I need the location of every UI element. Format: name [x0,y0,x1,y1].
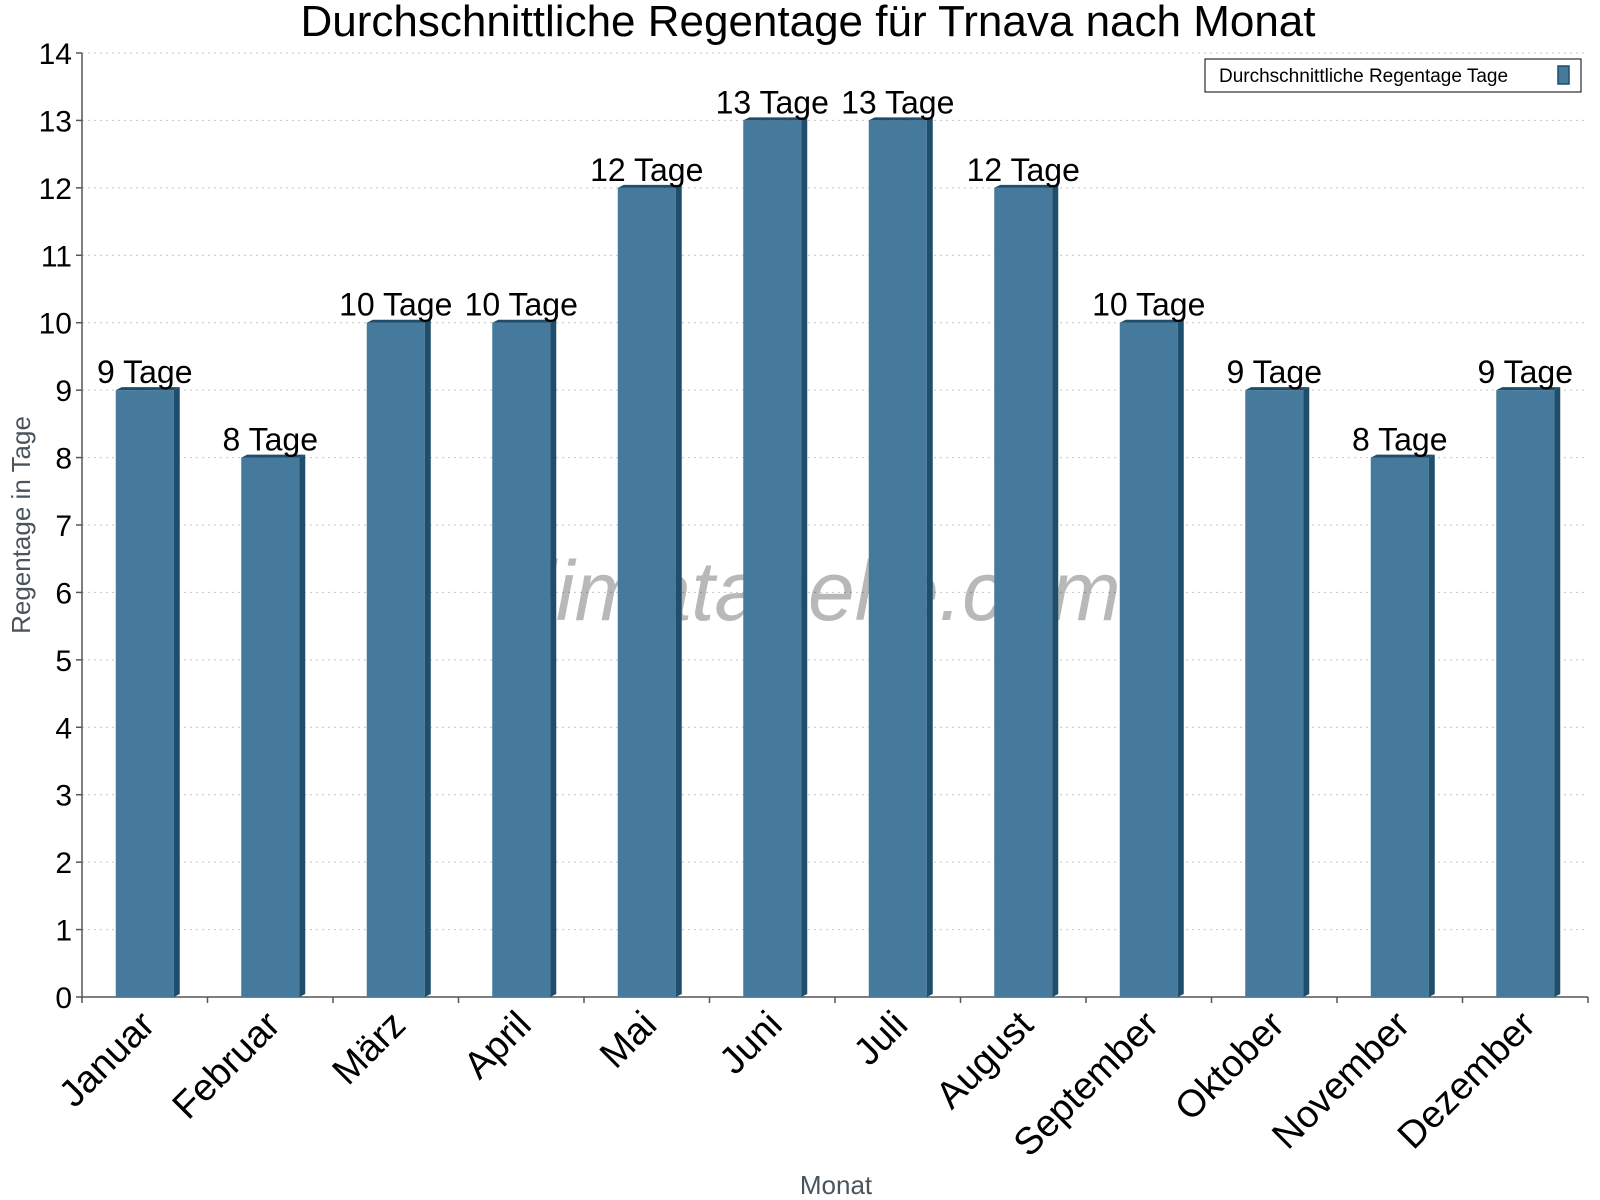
bar-top [994,184,1059,188]
bar-januar [115,387,180,998]
bar-september [1119,319,1184,997]
bar-front [366,322,425,997]
bar-märz [366,319,431,997]
bar-top [1370,454,1435,458]
legend: Durchschnittliche Regentage Tage [1204,58,1582,93]
bar-april [492,319,557,997]
bar-top [743,117,808,121]
bar-side [801,117,808,997]
x-tick-label: Januar [51,1003,163,1115]
x-tick-label: April [456,1004,539,1087]
axes [81,53,1588,998]
gridlines [82,52,1588,931]
y-tick-label: 3 [55,780,72,813]
x-tick-label: Dezember [1390,1003,1544,1157]
chart-title: Durchschnittliche Regentage für Trnava n… [300,0,1315,46]
y-axis-label: Regentage in Tage [6,416,36,634]
bar-top [492,319,557,323]
bar-top [1119,319,1184,323]
bar-oktober [1245,387,1310,998]
data-label: 8 Tage [1352,422,1448,458]
data-label: 10 Tage [1092,287,1205,323]
y-tick-label: 5 [55,645,72,678]
x-tick-label: Oktober [1167,1003,1293,1129]
y-tick-label: 2 [55,847,72,880]
y-tick-label: 7 [55,510,72,543]
data-label: 10 Tage [465,287,578,323]
legend-box [1204,58,1582,93]
data-labels: 9 Tage 8 Tage 10 Tage 10 Tage 12 Tage 13 Tage… [97,84,1573,457]
bar-top [115,387,180,391]
bar-front [1496,390,1555,998]
bar-august [994,184,1059,997]
data-label: 12 Tage [967,152,1080,188]
bar-side [424,319,431,997]
bar-side [173,387,180,998]
bar-front [492,322,551,997]
data-label: 9 Tage [97,354,193,390]
bar-juli [868,117,933,997]
bar-side [1177,319,1184,997]
data-label: 8 Tage [223,422,319,458]
bar-side [675,184,682,997]
bar-side [1554,387,1561,998]
bar-juni [743,117,808,997]
data-label: 13 Tage [841,84,954,120]
bar-november [1370,454,1435,998]
bar-top [241,454,306,458]
bar-mai [617,184,682,997]
y-tick-label: 8 [55,443,72,476]
bar-front [994,187,1053,997]
x-tick-label: März [325,1004,414,1093]
y-tick-label: 0 [55,982,72,1015]
bar-front [241,457,300,998]
bar-front [1119,322,1178,997]
y-tick-label: 13 [39,105,72,138]
bar-side [926,117,933,997]
x-tick-label: Juni [712,1004,791,1083]
x-tick-label: Februar [165,1003,289,1127]
x-axis-label: Monat [800,1170,873,1200]
y-tick-label: 12 [39,173,72,206]
x-tick-label: Juli [846,1004,916,1074]
bar-side [550,319,557,997]
legend-label: Durchschnittliche Regentage Tage [1219,66,1508,87]
bar-front [1370,457,1429,998]
bar-februar [241,454,306,998]
bar-top [366,319,431,323]
data-label: 9 Tage [1227,354,1323,390]
bar-side [299,454,306,998]
y-tick-label: 9 [55,375,72,408]
y-tick-label: 14 [39,38,72,71]
bar-side [1428,454,1435,998]
y-tick-label: 11 [41,240,72,273]
bar-front [1245,390,1304,998]
bar-dezember [1496,387,1561,998]
bar-front [743,120,802,997]
bar-top [617,184,682,188]
bar-front [868,120,927,997]
x-tick-label: Mai [592,1004,665,1077]
bar-top [1245,387,1310,391]
bar-top [1496,387,1561,391]
bar-side [1052,184,1059,997]
y-tick-label: 10 [39,308,72,341]
y-tick-label: 1 [55,915,72,948]
data-label: 12 Tage [590,152,703,188]
x-axis-ticks: Januar Februar März April Mai Juni Juli AugustS… [51,997,1589,1165]
bar-top [868,117,933,121]
bar-front [115,390,174,998]
bar-front [617,187,676,997]
data-label: 13 Tage [716,84,829,120]
y-tick-label: 6 [55,577,72,610]
y-tick-label: 4 [55,712,72,745]
bars [115,117,1561,998]
bar-side [1303,387,1310,998]
data-label: 10 Tage [339,287,452,323]
x-tick-label: August [928,1003,1042,1117]
data-label: 9 Tage [1478,354,1574,390]
legend-swatch [1557,65,1570,85]
